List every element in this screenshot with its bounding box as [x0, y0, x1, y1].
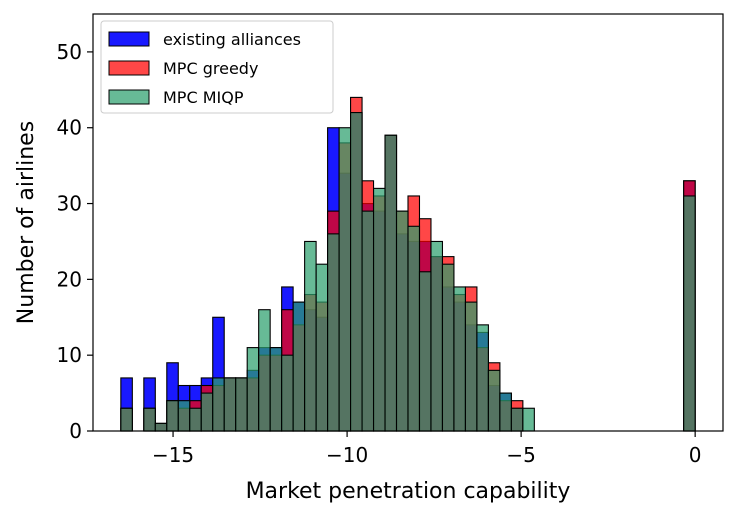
y-tick-label: 20 [57, 267, 82, 291]
bar-mpc-miqp [189, 407, 202, 432]
series-mpc-miqp-bars [120, 112, 696, 432]
x-tick-label: −5 [506, 443, 535, 467]
bar-mpc-miqp [464, 301, 478, 432]
bar-mpc-miqp [487, 369, 501, 432]
plot-frame [92, 13, 724, 432]
bar-mpc-miqp [338, 127, 352, 432]
legend-swatch-mpc-miqp [108, 89, 150, 105]
legend-label-mpc-greedy: MPC greedy [163, 59, 258, 78]
bar-mpc-miqp [154, 422, 168, 432]
bar-mpc-miqp [269, 347, 283, 432]
bar-mpc-miqp [223, 377, 237, 432]
bar-mpc-miqp [304, 240, 317, 432]
y-tick-label: 10 [57, 343, 82, 367]
bar-mpc-miqp [384, 134, 398, 432]
bar-mpc-miqp [350, 112, 363, 432]
bar-mpc-miqp [522, 407, 535, 432]
bar-mpc-miqp [441, 263, 455, 432]
y-tick-label: 0 [69, 419, 82, 443]
y-axis-ticks: 0 10 20 30 40 50 [57, 40, 93, 443]
bar-mpc-miqp [315, 263, 329, 432]
legend-swatch-mpc-greedy [108, 60, 150, 76]
bar-mpc-miqp [120, 407, 133, 432]
x-axis-ticks: −15 −10 −5 0 [152, 431, 702, 467]
bar-mpc-miqp [258, 309, 271, 432]
y-axis-label: Number of airlines [14, 121, 39, 324]
x-tick-label: −10 [326, 443, 368, 467]
bar-mpc-miqp [246, 347, 260, 432]
bar-mpc-miqp [499, 392, 512, 432]
bar-mpc-miqp [143, 407, 156, 432]
bar-mpc-miqp [292, 301, 306, 432]
bar-mpc-miqp [407, 225, 421, 432]
y-tick-label: 30 [57, 192, 82, 216]
bar-mpc-miqp [235, 377, 248, 432]
bar-mpc-miqp [476, 324, 489, 432]
legend-label-existing-alliances: existing alliances [163, 30, 301, 49]
legend-box [100, 20, 334, 114]
bar-mpc-miqp [453, 286, 466, 432]
bar-mpc-miqp [177, 400, 191, 432]
bar-mpc-miqp [683, 195, 696, 432]
bar-mpc-miqp [372, 187, 386, 432]
bar-mpc-miqp [212, 377, 225, 432]
bar-mpc-miqp [430, 240, 444, 432]
bar-mpc-miqp [200, 392, 214, 432]
bar-mpc-miqp [395, 210, 409, 432]
x-axis-label: Market penetration capability [246, 479, 571, 504]
legend: existing alliances MPC greedy MPC MIQP [100, 20, 334, 114]
bar-mpc-miqp [418, 271, 432, 432]
bar-mpc-miqp [327, 233, 340, 432]
bar-mpc-miqp [510, 407, 524, 432]
legend-label-mpc-miqp: MPC MIQP [163, 88, 244, 107]
bar-mpc-miqp [166, 400, 179, 432]
y-tick-label: 40 [57, 116, 82, 140]
bar-mpc-miqp [281, 354, 294, 432]
bar-mpc-miqp [361, 210, 375, 432]
x-tick-label: 0 [689, 443, 702, 467]
x-tick-label: −15 [152, 443, 194, 467]
legend-swatch-existing-alliances [108, 31, 150, 47]
y-tick-label: 50 [57, 40, 82, 64]
